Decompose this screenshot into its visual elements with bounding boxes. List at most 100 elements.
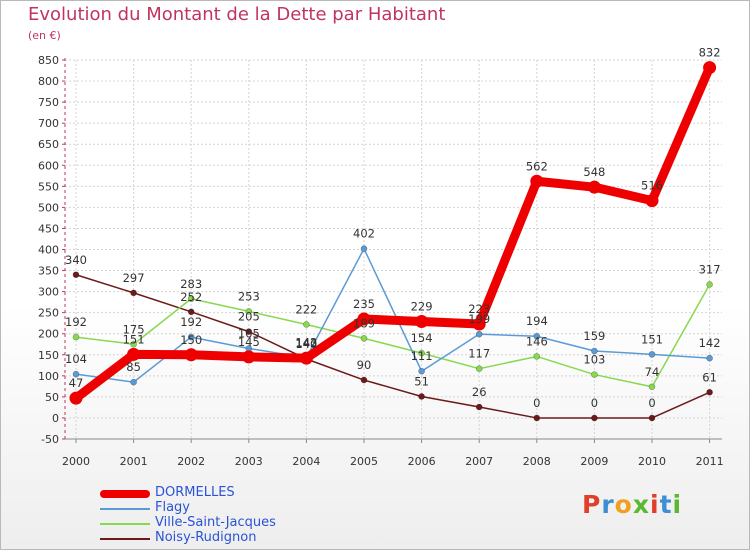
data-label-dormelles: 142: [295, 336, 317, 350]
x-tick-label: 2008: [523, 455, 551, 468]
y-tick-label: 50: [45, 391, 59, 404]
data-point-ville-saint-jacques: [591, 371, 598, 378]
data-point-ville-saint-jacques: [360, 335, 368, 342]
logo-letter: P: [582, 490, 602, 519]
data-point-noisy-rudignon: [706, 388, 713, 396]
data-label-flagy: 165: [238, 326, 260, 340]
data-point-noisy-rudignon: [187, 308, 195, 316]
data-label-noisy-rudignon: 26: [472, 385, 487, 399]
x-tick-label: 2001: [120, 455, 148, 468]
data-point-flagy: [475, 330, 483, 338]
y-tick-label: 700: [38, 117, 59, 130]
legend-label-ville-saint-jacques: Ville-Saint-Jacques: [155, 515, 276, 530]
data-label-dormelles: 151: [123, 332, 145, 346]
data-label-dormelles: 47: [69, 376, 84, 390]
data-label-noisy-rudignon: 140: [295, 337, 317, 351]
data-label-dormelles: 150: [180, 333, 202, 347]
data-point-noisy-rudignon: [72, 271, 80, 279]
y-tick-label: 500: [38, 201, 59, 214]
data-label-flagy: 402: [353, 227, 375, 241]
data-point-noisy-rudignon: [475, 403, 483, 411]
logo-letter: i: [672, 490, 683, 519]
data-point-ville-saint-jacques: [533, 353, 541, 360]
data-point-ville-saint-jacques: [475, 365, 483, 372]
data-label-noisy-rudignon: 90: [357, 358, 372, 372]
y-tick-label: 400: [38, 244, 59, 257]
legend-label-flagy: Flagy: [155, 500, 191, 515]
data-point-noisy-rudignon: [418, 393, 425, 400]
data-point-dormelles: [184, 348, 198, 362]
y-tick-label: 0: [52, 412, 59, 425]
data-point-dormelles: [415, 315, 429, 329]
data-point-flagy: [591, 347, 598, 355]
data-label-noisy-rudignon: 61: [702, 370, 717, 384]
data-point-flagy: [130, 378, 137, 386]
data-point-flagy: [648, 351, 656, 358]
proxiti-logo: Proxiti: [582, 490, 682, 519]
data-label-ville-saint-jacques: 253: [238, 289, 260, 303]
legend-swatch-flagy: [100, 508, 150, 510]
data-label-dormelles: 562: [526, 159, 548, 173]
data-label-ville-saint-jacques: 74: [645, 365, 660, 379]
y-tick-label: 450: [38, 222, 59, 235]
data-label-flagy: 199: [468, 312, 490, 326]
data-point-ville-saint-jacques: [706, 281, 713, 288]
data-label-noisy-rudignon: 252: [180, 290, 202, 304]
data-point-dormelles: [299, 351, 313, 365]
y-tick-label: 800: [38, 75, 59, 88]
series-line-dormelles: [71, 63, 715, 403]
data-point-ville-saint-jacques: [418, 349, 425, 357]
logo-letter: i: [650, 490, 660, 519]
y-tick-label: 650: [38, 138, 59, 151]
data-point-flagy: [187, 333, 195, 341]
data-label-ville-saint-jacques: 175: [123, 322, 145, 336]
x-tick-label: 2011: [696, 455, 724, 468]
y-tick-label: 250: [38, 307, 59, 320]
data-point-dormelles: [530, 174, 544, 188]
data-point-ville-saint-jacques: [72, 333, 80, 341]
data-label-noisy-rudignon: 0: [533, 396, 540, 410]
data-label-ville-saint-jacques: 222: [295, 302, 317, 316]
data-point-dormelles: [357, 312, 371, 326]
y-tick-label: 550: [38, 180, 59, 193]
y-tick-label: 150: [38, 349, 59, 362]
y-tick-label: 600: [38, 159, 59, 172]
data-point-noisy-rudignon: [648, 414, 656, 422]
logo-letter: t: [659, 490, 673, 519]
data-point-ville-saint-jacques: [648, 383, 656, 391]
x-tick-label: 2006: [408, 455, 436, 468]
y-tick-label: 300: [38, 286, 59, 299]
data-label-noisy-rudignon: 297: [123, 271, 145, 285]
x-tick-label: 2010: [638, 455, 666, 468]
data-point-flagy: [418, 367, 425, 375]
data-label-flagy: 85: [126, 360, 141, 374]
data-label-ville-saint-jacques: 192: [65, 315, 87, 329]
legend-swatch-ville-saint-jacques: [100, 523, 150, 525]
data-label-ville-saint-jacques: 103: [583, 353, 605, 367]
x-tick-label: 2007: [465, 455, 493, 468]
data-label-ville-saint-jacques: 146: [526, 334, 548, 348]
data-label-ville-saint-jacques: 189: [353, 316, 375, 330]
data-label-dormelles: 223: [468, 302, 490, 316]
data-point-noisy-rudignon: [360, 376, 368, 384]
data-label-flagy: 142: [699, 336, 721, 350]
chart-subtitle: (en €): [28, 29, 61, 42]
data-label-dormelles: 229: [411, 300, 433, 314]
y-tick-label: 200: [38, 328, 59, 341]
data-label-noisy-rudignon: 51: [414, 374, 429, 388]
y-tick-label: -50: [41, 433, 59, 446]
y-tick-label: 100: [38, 370, 59, 383]
legend-label-noisy-rudignon: Noisy-Rudignon: [155, 530, 257, 545]
logo-letter: o: [614, 490, 633, 519]
data-point-dormelles: [645, 194, 659, 208]
data-point-ville-saint-jacques: [130, 340, 137, 348]
x-tick-label: 2002: [177, 455, 205, 468]
data-label-ville-saint-jacques: 317: [699, 262, 721, 276]
data-label-flagy: 159: [583, 329, 605, 343]
y-tick-label: 850: [38, 54, 59, 67]
data-point-flagy: [72, 370, 80, 378]
data-point-flagy: [360, 245, 368, 252]
data-label-dormelles: 832: [699, 46, 721, 60]
